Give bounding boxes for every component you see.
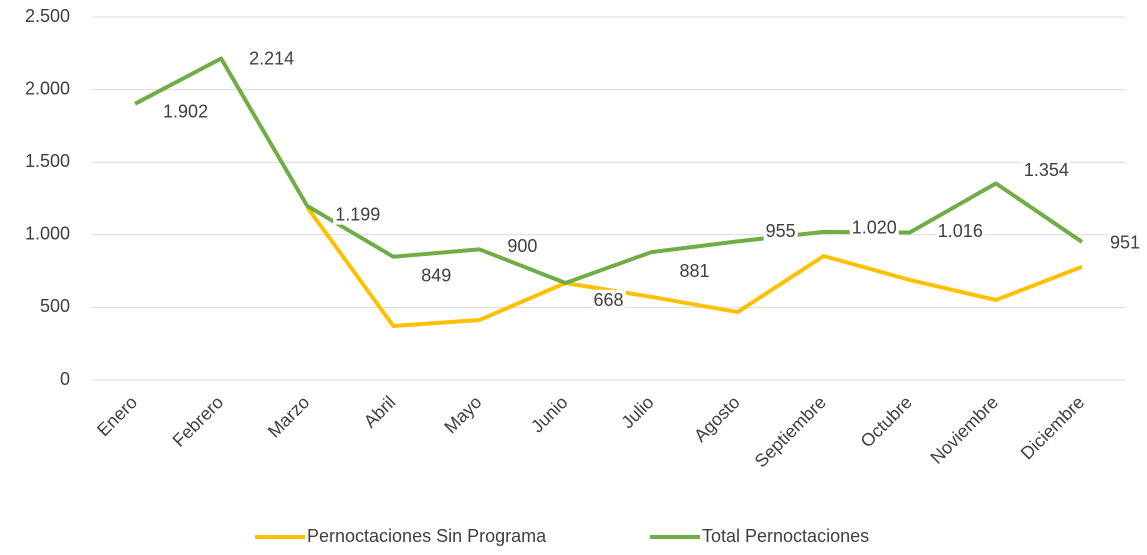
data-label-bg — [505, 236, 540, 257]
data-label: 849 — [419, 265, 454, 286]
x-tick-label: Agosto — [690, 392, 744, 446]
data-label-text: 955 — [766, 221, 796, 241]
y-tick-label: 2.000 — [25, 78, 70, 98]
data-label: 900 — [505, 236, 540, 257]
data-label-bg — [1021, 160, 1071, 181]
x-tick-label: Septiembre — [751, 392, 830, 471]
data-label-bg — [677, 260, 712, 281]
data-label-bg — [247, 48, 297, 69]
data-label: 668 — [591, 289, 626, 310]
x-tick-label: Junio — [527, 392, 572, 437]
data-label-text: 900 — [507, 236, 537, 256]
data-label: 1.020 — [849, 217, 899, 238]
data-label: 1.199 — [333, 204, 383, 225]
x-tick-label: Marzo — [264, 392, 314, 442]
data-label: 881 — [677, 260, 712, 281]
series-line — [305, 206, 1083, 328]
data-label: 1.016 — [935, 221, 985, 242]
x-tick-label: Enero — [93, 392, 141, 440]
data-label: 1.354 — [1021, 160, 1071, 181]
data-label-text: 881 — [680, 261, 710, 281]
y-tick-label: 0 — [60, 369, 70, 389]
x-tick-label: Mayo — [440, 392, 485, 437]
data-label-bg — [1107, 232, 1143, 253]
series-line — [134, 56, 1084, 286]
legend-label: Pernoctaciones Sin Programa — [307, 526, 547, 546]
y-tick-label: 2.500 — [25, 6, 70, 26]
y-tick-label: 1.500 — [25, 151, 70, 171]
x-tick-label: Noviembre — [926, 392, 1002, 468]
data-label-bg — [849, 217, 899, 238]
data-label-text: 951 — [1110, 233, 1140, 253]
data-label-text: 668 — [593, 290, 623, 310]
data-label: 1.902 — [161, 101, 211, 122]
data-label-text: 849 — [421, 265, 451, 285]
data-label-bg — [591, 289, 626, 310]
data-label: 955 — [763, 221, 798, 242]
y-tick-label: 1.000 — [25, 224, 70, 244]
data-label-bg — [763, 221, 798, 242]
data-label: 2.214 — [247, 48, 297, 69]
data-label-text: 1.016 — [938, 221, 983, 241]
data-label-text: 1.199 — [335, 205, 380, 225]
y-tick-label: 500 — [40, 296, 70, 316]
data-label-text: 2.214 — [249, 48, 294, 68]
x-tick-label: Diciembre — [1017, 392, 1088, 463]
data-label-text: 1.020 — [852, 218, 897, 238]
x-tick-label: Julio — [617, 392, 657, 432]
data-label-bg — [333, 204, 383, 225]
legend-label: Total Pernoctaciones — [702, 526, 869, 546]
x-tick-label: Abril — [360, 392, 400, 432]
data-label-bg — [161, 101, 211, 122]
data-label: 951 — [1107, 232, 1143, 253]
x-tick-label: Febrero — [169, 392, 228, 451]
data-label-text: 1.902 — [163, 102, 208, 122]
data-label-text: 1.354 — [1024, 160, 1069, 180]
x-tick-label: Octubre — [857, 392, 916, 451]
data-label-bg — [935, 221, 985, 242]
data-label-bg — [419, 265, 454, 286]
